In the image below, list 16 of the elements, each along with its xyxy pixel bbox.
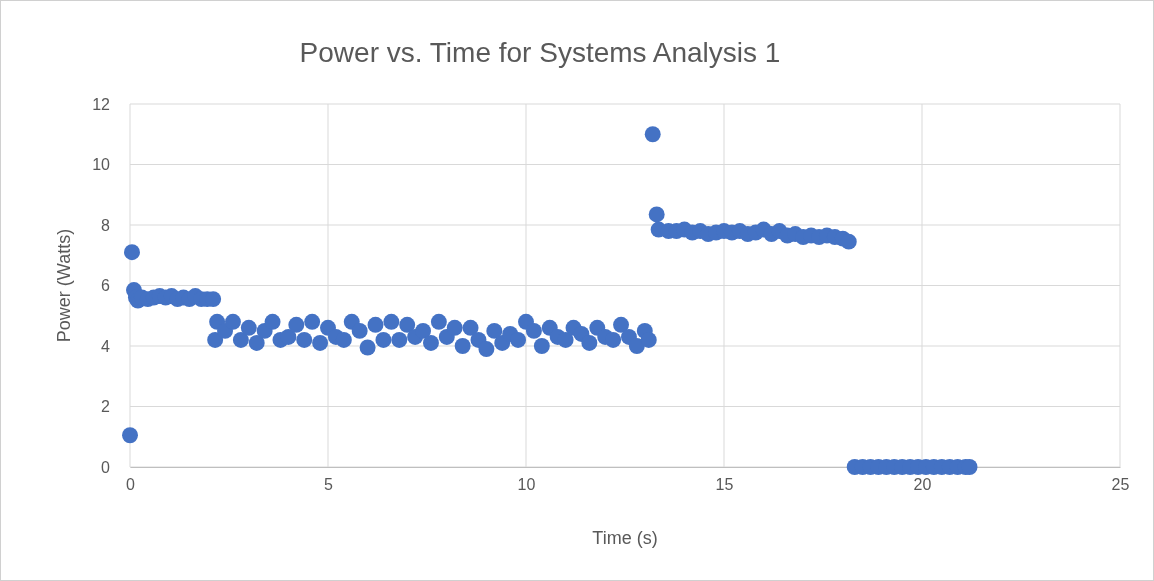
y-tick-label: 2 [101,398,111,416]
chart-title: Power vs. Time for Systems Analysis 1 [299,37,781,68]
y-tick-label: 0 [101,458,111,476]
x-tick-label: 20 [913,476,932,494]
y-tick-label: 6 [101,277,111,295]
y-tick-label: 4 [101,337,111,355]
y-axis-title: Power (Watts) [54,228,74,343]
x-tick-label: 10 [517,476,536,494]
y-tick-label: 8 [101,216,111,234]
x-tick-label: 5 [324,476,334,494]
x-tick-label: 15 [715,476,734,494]
x-tick-label: 0 [126,476,136,494]
y-tick-label: 10 [92,156,111,174]
x-tick-label: 25 [1111,476,1130,494]
y-tick-label: 12 [92,95,111,113]
x-axis-title: Time (s) [592,528,658,548]
